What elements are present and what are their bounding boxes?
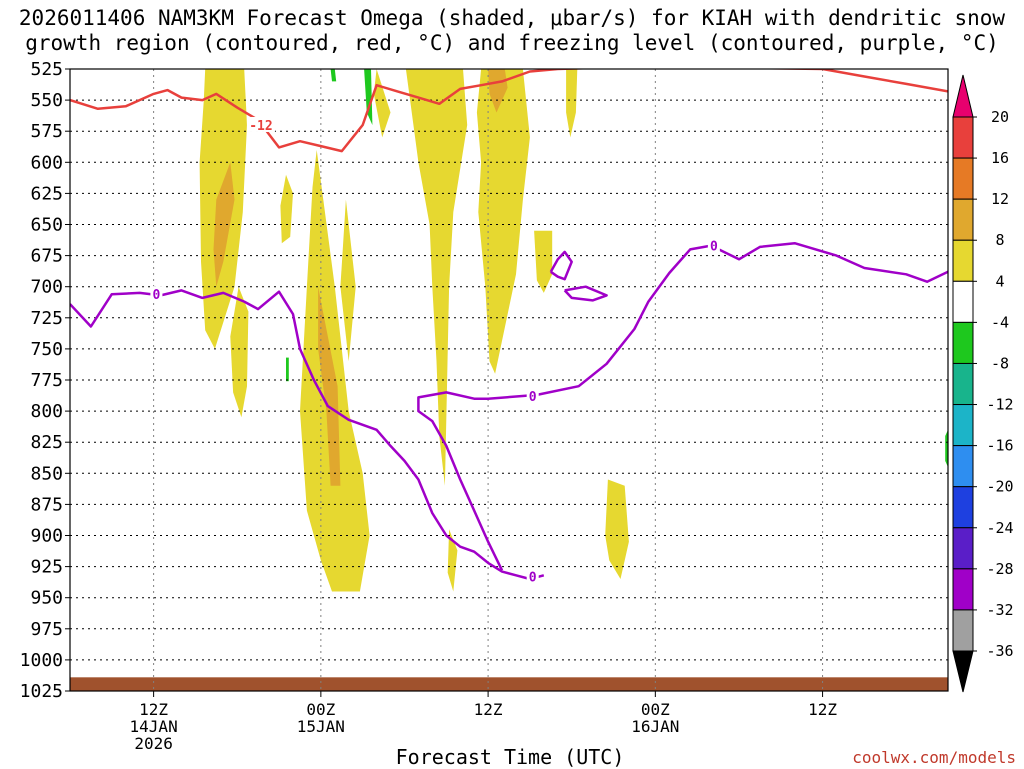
colorbar-label-6: -8 bbox=[991, 354, 1009, 372]
contour-line-4 bbox=[563, 285, 608, 302]
y-tick-label-800: 800 bbox=[30, 401, 63, 422]
omega-region-2 bbox=[280, 174, 293, 244]
contour-label-1: 0 bbox=[152, 288, 160, 303]
omega-region-16 bbox=[330, 69, 337, 82]
colorbar-label-0: 20 bbox=[991, 108, 1009, 126]
colorbar-label-10: -24 bbox=[986, 519, 1013, 537]
y-tick-label-850: 850 bbox=[30, 463, 63, 484]
y-tick-label-675: 675 bbox=[30, 246, 63, 267]
colorbar-box-6 bbox=[952, 362, 974, 406]
colorbar-label-13: -36 bbox=[986, 642, 1013, 660]
colorbar-label-4: 4 bbox=[995, 272, 1004, 290]
y-tick-label-1000: 1000 bbox=[20, 650, 63, 671]
contour-label-2: 0 bbox=[529, 390, 537, 405]
y-tick-label-575: 575 bbox=[30, 121, 63, 142]
contour-line-0 bbox=[70, 69, 948, 153]
colorbar-box-9 bbox=[952, 486, 974, 529]
x-tick-label-0-0: 12Z bbox=[139, 700, 168, 719]
colorbar-label-2: 12 bbox=[991, 190, 1009, 208]
contour-label-0: -12 bbox=[249, 119, 272, 134]
contour-label-3: 0 bbox=[529, 571, 537, 586]
omega-region-13 bbox=[318, 286, 341, 486]
colorbar-label-11: -28 bbox=[986, 560, 1013, 578]
contour-line-1 bbox=[70, 289, 545, 581]
y-tick-label-975: 975 bbox=[30, 619, 63, 640]
omega-region-9 bbox=[566, 69, 578, 138]
y-tick-label-650: 650 bbox=[30, 215, 63, 236]
colorbar-box-12 bbox=[952, 609, 974, 652]
omega-region-4 bbox=[340, 199, 356, 362]
colorbar-box-5 bbox=[952, 321, 974, 364]
colorbar-box-4 bbox=[952, 280, 974, 323]
y-tick-label-700: 700 bbox=[30, 277, 63, 298]
y-tick-label-725: 725 bbox=[30, 308, 63, 329]
omega-region-1 bbox=[230, 286, 249, 418]
omega-region-6 bbox=[405, 69, 468, 486]
x-axis-label: Forecast Time (UTC) bbox=[395, 745, 625, 769]
contour-line-3 bbox=[549, 250, 573, 281]
colorbar-box-1 bbox=[952, 157, 974, 200]
x-tick-label-1-0: 00Z bbox=[306, 700, 335, 719]
plot-area: -12 0 0 0 0 bbox=[70, 69, 948, 691]
x-tick-label-2-0: 12Z bbox=[474, 700, 503, 719]
y-tick-label-525: 525 bbox=[30, 59, 63, 80]
colorbar-label-12: -32 bbox=[986, 601, 1013, 619]
omega-region-8 bbox=[534, 230, 553, 293]
colorbar-box-7 bbox=[952, 404, 974, 447]
y-tick-label-550: 550 bbox=[30, 90, 63, 111]
omega-region-18 bbox=[945, 429, 948, 468]
x-tick-label-3-0: 00Z bbox=[641, 700, 670, 719]
omega-region-3 bbox=[300, 149, 370, 592]
y-tick-label-925: 925 bbox=[30, 557, 63, 578]
omega-region-10 bbox=[447, 529, 458, 592]
y-tick-label-900: 900 bbox=[30, 526, 63, 547]
contour-label-bg-0 bbox=[246, 116, 275, 132]
colorbar-top-triangle bbox=[952, 74, 974, 118]
colorbar-label-5: -4 bbox=[991, 313, 1009, 331]
colorbar-label-1: 16 bbox=[991, 149, 1009, 167]
x-tick-label-3-1: 16JAN bbox=[631, 717, 679, 736]
colorbar-box-11 bbox=[952, 568, 974, 611]
colorbar-label-9: -20 bbox=[986, 478, 1013, 496]
contour-label-bg-1 bbox=[150, 286, 163, 302]
chart-title-line1: 2026011406 NAM3KM Forecast Omega (shaded… bbox=[18, 6, 1006, 30]
omega-region-12 bbox=[213, 162, 235, 287]
y-tick-label-600: 600 bbox=[30, 152, 63, 173]
y-tick-label-1025: 1025 bbox=[20, 681, 63, 702]
colorbar-box-10 bbox=[952, 527, 974, 570]
y-tick-label-825: 825 bbox=[30, 432, 63, 453]
colorbar-box-0 bbox=[952, 116, 974, 159]
surface-terrain-band bbox=[70, 677, 948, 691]
colorbar-box-3 bbox=[952, 239, 974, 282]
omega-region-17 bbox=[286, 357, 289, 382]
contour-line-2 bbox=[417, 241, 948, 571]
colorbar-label-7: -12 bbox=[986, 396, 1013, 414]
x-tick-label-4-0: 12Z bbox=[808, 700, 837, 719]
colorbar-bottom-triangle bbox=[952, 650, 974, 693]
source-credit[interactable]: coolwx.com/models bbox=[852, 748, 1016, 767]
colorbar-box-8 bbox=[952, 445, 974, 488]
contour-label-bg-2 bbox=[526, 388, 539, 404]
colorbar-label-8: -16 bbox=[986, 437, 1013, 455]
y-tick-label-775: 775 bbox=[30, 370, 63, 391]
omega-region-15 bbox=[364, 69, 373, 125]
colorbar-box-2 bbox=[952, 198, 974, 241]
y-tick-label-875: 875 bbox=[30, 494, 63, 515]
colorbar-label-3: 8 bbox=[995, 231, 1004, 249]
x-tick-label-1-1: 15JAN bbox=[297, 717, 345, 736]
contour-label-bg-4 bbox=[707, 237, 720, 253]
x-tick-label-0-1: 14JAN bbox=[130, 717, 178, 736]
contour-label-bg-3 bbox=[526, 568, 539, 584]
chart-title-line2: growth region (contoured, red, °C) and f… bbox=[25, 31, 999, 55]
x-tick-label-0-2: 2026 bbox=[134, 734, 173, 753]
contour-label-4: 0 bbox=[710, 240, 718, 255]
colorbar: 20 16 12 8 4 -4 -8 -12 -16 -20 -24 -28 -32 -36 bbox=[952, 74, 1014, 693]
y-tick-label-950: 950 bbox=[30, 588, 63, 609]
y-tick-label-625: 625 bbox=[30, 183, 63, 204]
y-tick-label-750: 750 bbox=[30, 339, 63, 360]
omega-region-7 bbox=[476, 69, 530, 374]
